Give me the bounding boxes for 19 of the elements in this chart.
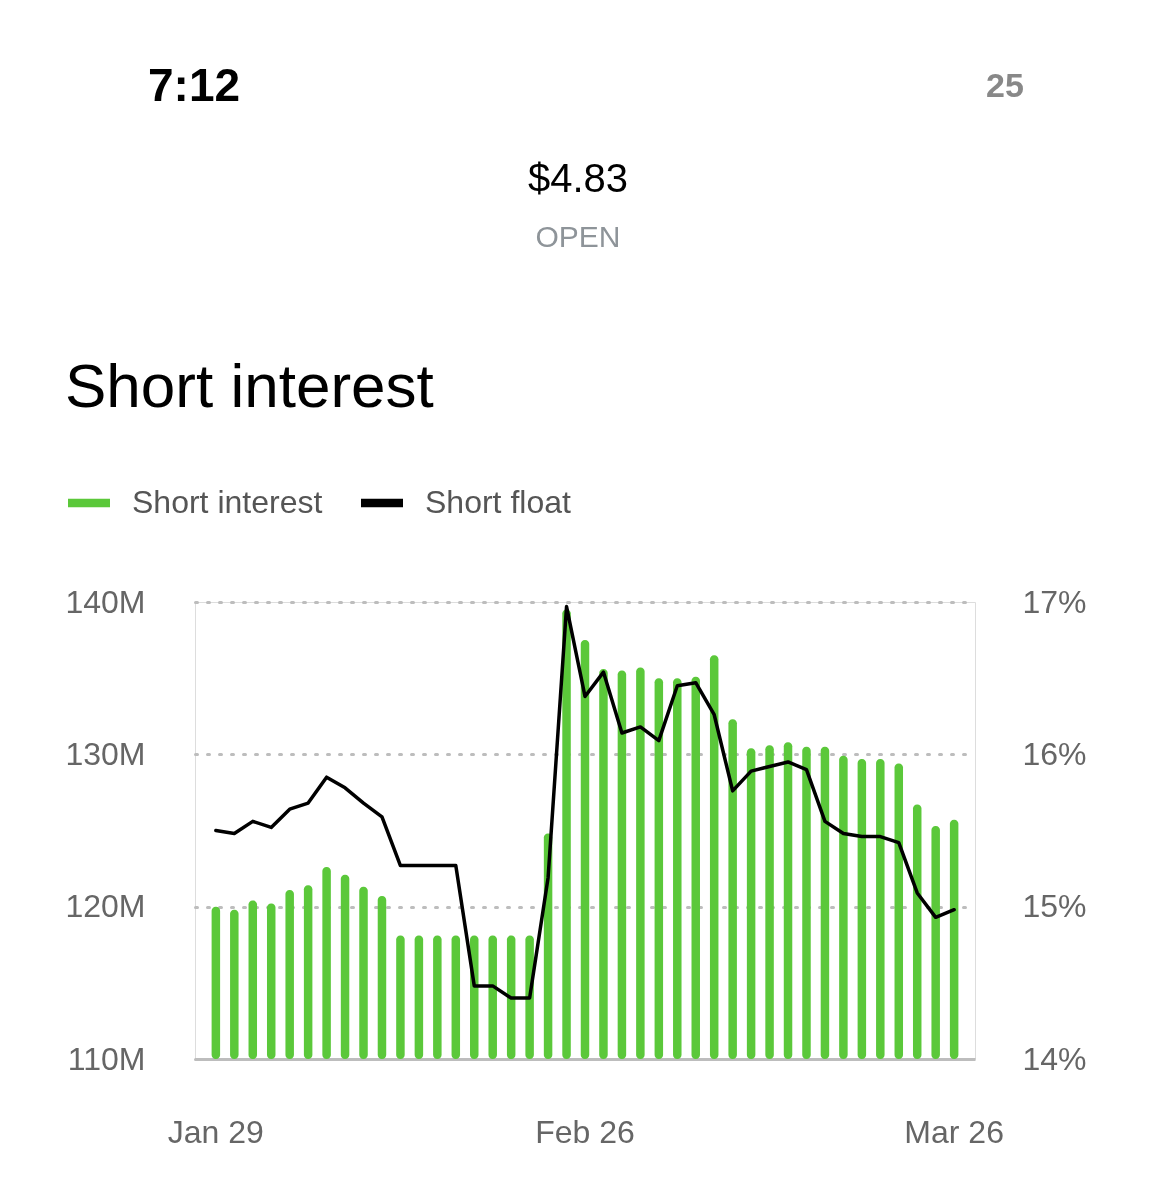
y-tick-label: 130M [65,735,146,772]
text: OPEN [535,220,621,253]
chart-title: Short interest [65,351,434,420]
line-series [214,604,956,1000]
y-tick-label: 110M [67,1040,146,1077]
y-tick-label: 140M [65,583,146,620]
y-tick-label: 120M [65,888,146,925]
x-tick-label: Jan 29 [167,1113,264,1150]
text: 25 [986,66,1024,104]
legend-label: Short interest [132,484,323,520]
text: 7:12 [148,59,241,111]
y2-tick-label: 17% [1022,583,1087,620]
legend-label: Short float [425,484,571,520]
x-tick-label: Feb 26 [535,1113,635,1150]
y2-tick-label: 14% [1022,1040,1087,1077]
y2-tick-label: 15% [1022,888,1087,925]
x-tick-label: Mar 26 [904,1113,1004,1150]
text: $4.83 [527,156,629,200]
y2-tick-label: 16% [1022,735,1087,772]
